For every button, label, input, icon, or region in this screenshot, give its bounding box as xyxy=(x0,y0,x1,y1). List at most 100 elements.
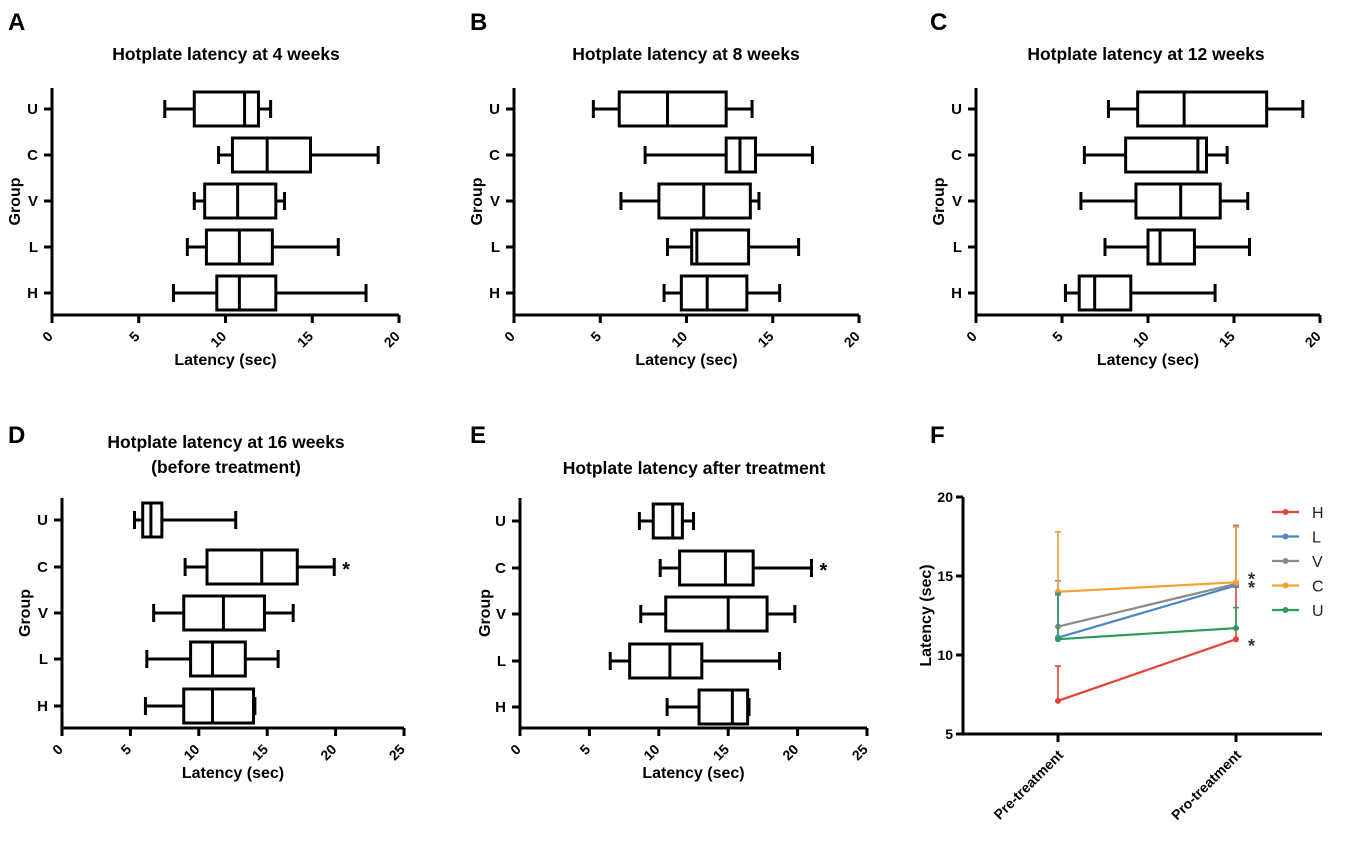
x-axis-label: Latency (sec) xyxy=(182,765,284,782)
x-tick-label: 20 xyxy=(779,741,801,763)
box-u xyxy=(133,501,238,539)
legend-label: H xyxy=(1312,505,1324,522)
box-iqr xyxy=(679,274,749,312)
x-axis-label: Latency (sec) xyxy=(174,352,276,369)
series-c xyxy=(1055,526,1239,595)
x-tick-label: 0 xyxy=(49,741,66,758)
y-tick-label: C xyxy=(27,147,38,164)
y-tick-label: C xyxy=(951,147,962,164)
box-l xyxy=(145,640,280,678)
y-tick-label: V xyxy=(490,193,500,210)
series-line xyxy=(1057,638,1237,702)
chart-title: Hotplate latency at 12 weeks xyxy=(1027,44,1265,64)
x-tick-label: 15 xyxy=(1216,328,1238,350)
y-tick-label: C xyxy=(489,147,500,164)
y-axis-label: Group xyxy=(931,177,948,225)
box-iqr xyxy=(1146,228,1196,266)
x-tick-label: 0 xyxy=(39,328,56,345)
x-tick-label: 5 xyxy=(1049,328,1066,345)
x-tick-label: 15 xyxy=(710,741,732,763)
box-iqr xyxy=(651,502,684,540)
x-tick-label: 20 xyxy=(381,328,403,350)
data-point xyxy=(1233,579,1239,586)
box-v xyxy=(192,182,286,220)
x-tick-label: 0 xyxy=(963,328,980,345)
panel-letter: F xyxy=(930,422,945,449)
box-v xyxy=(619,182,761,220)
x-tick-label: 15 xyxy=(249,741,271,763)
box-iqr xyxy=(1077,274,1133,312)
y-tick-label: H xyxy=(489,285,500,302)
box-iqr xyxy=(189,640,247,678)
legend-item-c: C xyxy=(1272,579,1324,596)
significance-marker: * xyxy=(819,560,827,582)
box-iqr xyxy=(678,549,755,587)
x-tick-label: 25 xyxy=(849,741,871,763)
x-tick-label: 5 xyxy=(126,328,143,345)
box-iqr xyxy=(230,136,313,174)
y-tick-label: 10 xyxy=(937,647,953,663)
box-iqr xyxy=(205,548,299,586)
significance-marker: * xyxy=(1248,578,1255,598)
box-iqr xyxy=(203,182,278,220)
y-tick-label: U xyxy=(489,101,500,118)
y-tick-label: H xyxy=(37,698,48,715)
x-tick-label: 10 xyxy=(640,741,662,763)
legend-marker xyxy=(1282,607,1289,613)
legend-label: U xyxy=(1312,603,1324,620)
panel-c: C Hotplate latency at 12 weeks Group 0 5 10 15… xyxy=(930,9,1324,369)
panel-d: D Hotplate latency at 16 weeks (before tre… xyxy=(8,422,408,782)
x-tick-label: 5 xyxy=(576,741,593,758)
legend-item-l: L xyxy=(1272,530,1321,547)
series-u xyxy=(1055,592,1239,643)
x-axis-label: Latency (sec) xyxy=(635,352,737,369)
y-tick-label: U xyxy=(37,512,48,529)
y-axis-label: Group xyxy=(17,589,34,637)
y-tick-label: H xyxy=(495,699,506,716)
chart-title: Hotplate latency at 16 weeks xyxy=(107,432,345,452)
box-c xyxy=(643,136,814,174)
data-point xyxy=(1055,636,1061,643)
panel-f: F Latency (sec) 5 10 15 20 Pre-treatment Pro-tr… xyxy=(918,422,1324,823)
box-iqr xyxy=(617,90,728,128)
y-axis-label: Group xyxy=(7,177,24,225)
x-tick-label: 10 xyxy=(1130,328,1152,350)
legend-label: V xyxy=(1312,554,1323,571)
box-h xyxy=(143,687,257,725)
x-tick-label: 25 xyxy=(386,741,408,763)
significance-marker: * xyxy=(1248,569,1255,589)
box-h xyxy=(662,274,782,312)
box-iqr xyxy=(664,595,769,633)
y-axis-label: Group xyxy=(469,177,486,225)
x-tick-label: Pro-treatment xyxy=(1168,747,1244,823)
box-c xyxy=(658,549,813,587)
x-tick-label: 20 xyxy=(1302,328,1324,350)
box-iqr xyxy=(182,687,256,725)
y-tick-label: H xyxy=(27,285,38,302)
legend-marker xyxy=(1282,509,1289,515)
significance-marker: * xyxy=(342,559,350,581)
box-c xyxy=(217,136,380,174)
legend-item-v: V xyxy=(1272,554,1323,571)
x-tick-label: 5 xyxy=(587,328,604,345)
legend-item-u: U xyxy=(1272,603,1324,620)
y-tick-label: V xyxy=(38,605,48,622)
box-iqr xyxy=(1134,182,1222,220)
x-tick-label: 10 xyxy=(668,328,690,350)
x-tick-label: 20 xyxy=(317,741,339,763)
box-v xyxy=(152,594,295,632)
box-iqr xyxy=(697,688,750,726)
chart-title: Hotplate latency at 8 weeks xyxy=(572,44,800,64)
panel-b: B Hotplate latency at 8 weeks Group 0 5 10 15 2… xyxy=(469,9,863,369)
x-tick-label: 10 xyxy=(207,328,229,350)
box-h xyxy=(1063,274,1217,312)
y-tick-label: L xyxy=(29,239,38,256)
legend-item-h: H xyxy=(1272,505,1324,522)
box-l xyxy=(185,228,340,266)
x-axis-label: Latency (sec) xyxy=(642,765,744,782)
box-u xyxy=(1106,90,1305,128)
y-tick-label: U xyxy=(495,513,506,530)
y-axis-label: Group xyxy=(477,589,494,637)
data-point xyxy=(1233,625,1239,632)
box-iqr xyxy=(690,228,751,266)
